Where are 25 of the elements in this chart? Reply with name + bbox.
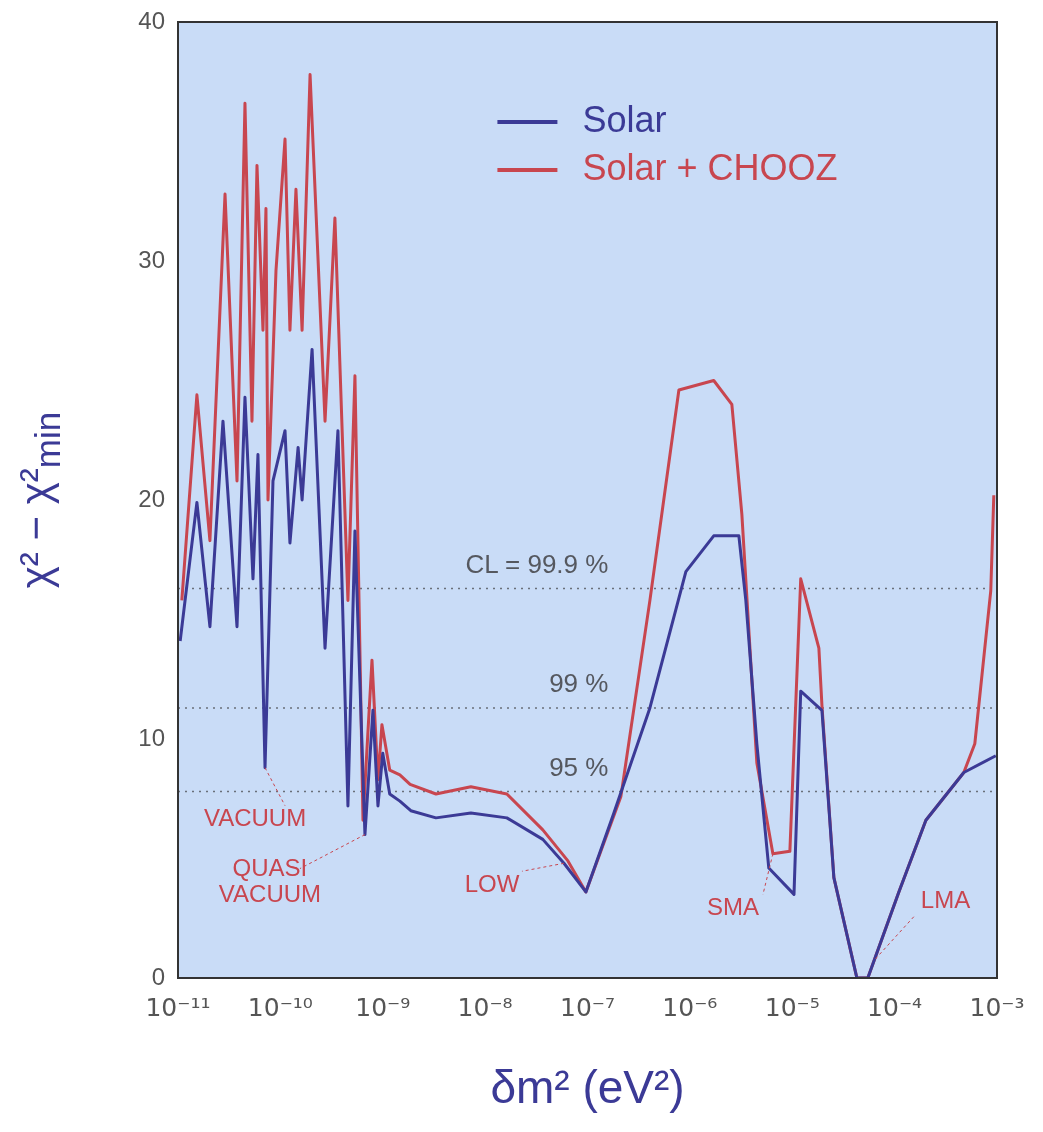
annotation: 99 % xyxy=(549,668,609,699)
x-tick-label: 10⁻¹⁰ xyxy=(247,992,313,1022)
annotation: VACUUM xyxy=(203,804,307,832)
x-tick-label: 10⁻⁷ xyxy=(559,992,616,1022)
annotation: 95 % xyxy=(549,751,609,782)
x-tick-label: 10⁻⁸ xyxy=(457,992,513,1022)
y-tick-label: 0 xyxy=(151,962,165,990)
annotation: SMA xyxy=(706,893,759,921)
x-tick-label: 10⁻³ xyxy=(969,992,1025,1022)
y-tick-label: 40 xyxy=(138,6,165,34)
y-tick-label: 20 xyxy=(138,484,165,512)
x-tick-label: 10⁻⁵ xyxy=(764,992,820,1022)
y-tick-label: 30 xyxy=(138,245,165,273)
annotation: CL = 99.9 % xyxy=(465,548,609,579)
legend-label: Solar + CHOOZ xyxy=(582,146,838,188)
y-tick-label: 10 xyxy=(138,723,165,751)
x-axis-title: δm² (eV²) xyxy=(489,1060,686,1114)
annotation: LMA xyxy=(920,885,971,913)
annotation: LOW xyxy=(464,869,520,897)
annotation: QUASI VACUUM xyxy=(218,854,322,908)
x-tick-label: 10⁻⁶ xyxy=(662,992,718,1022)
x-tick-label: 10⁻⁴ xyxy=(867,992,923,1022)
x-tick-label: 10⁻⁹ xyxy=(355,992,411,1022)
legend-label: Solar xyxy=(582,98,667,140)
x-tick-label: 10⁻¹¹ xyxy=(145,992,211,1022)
